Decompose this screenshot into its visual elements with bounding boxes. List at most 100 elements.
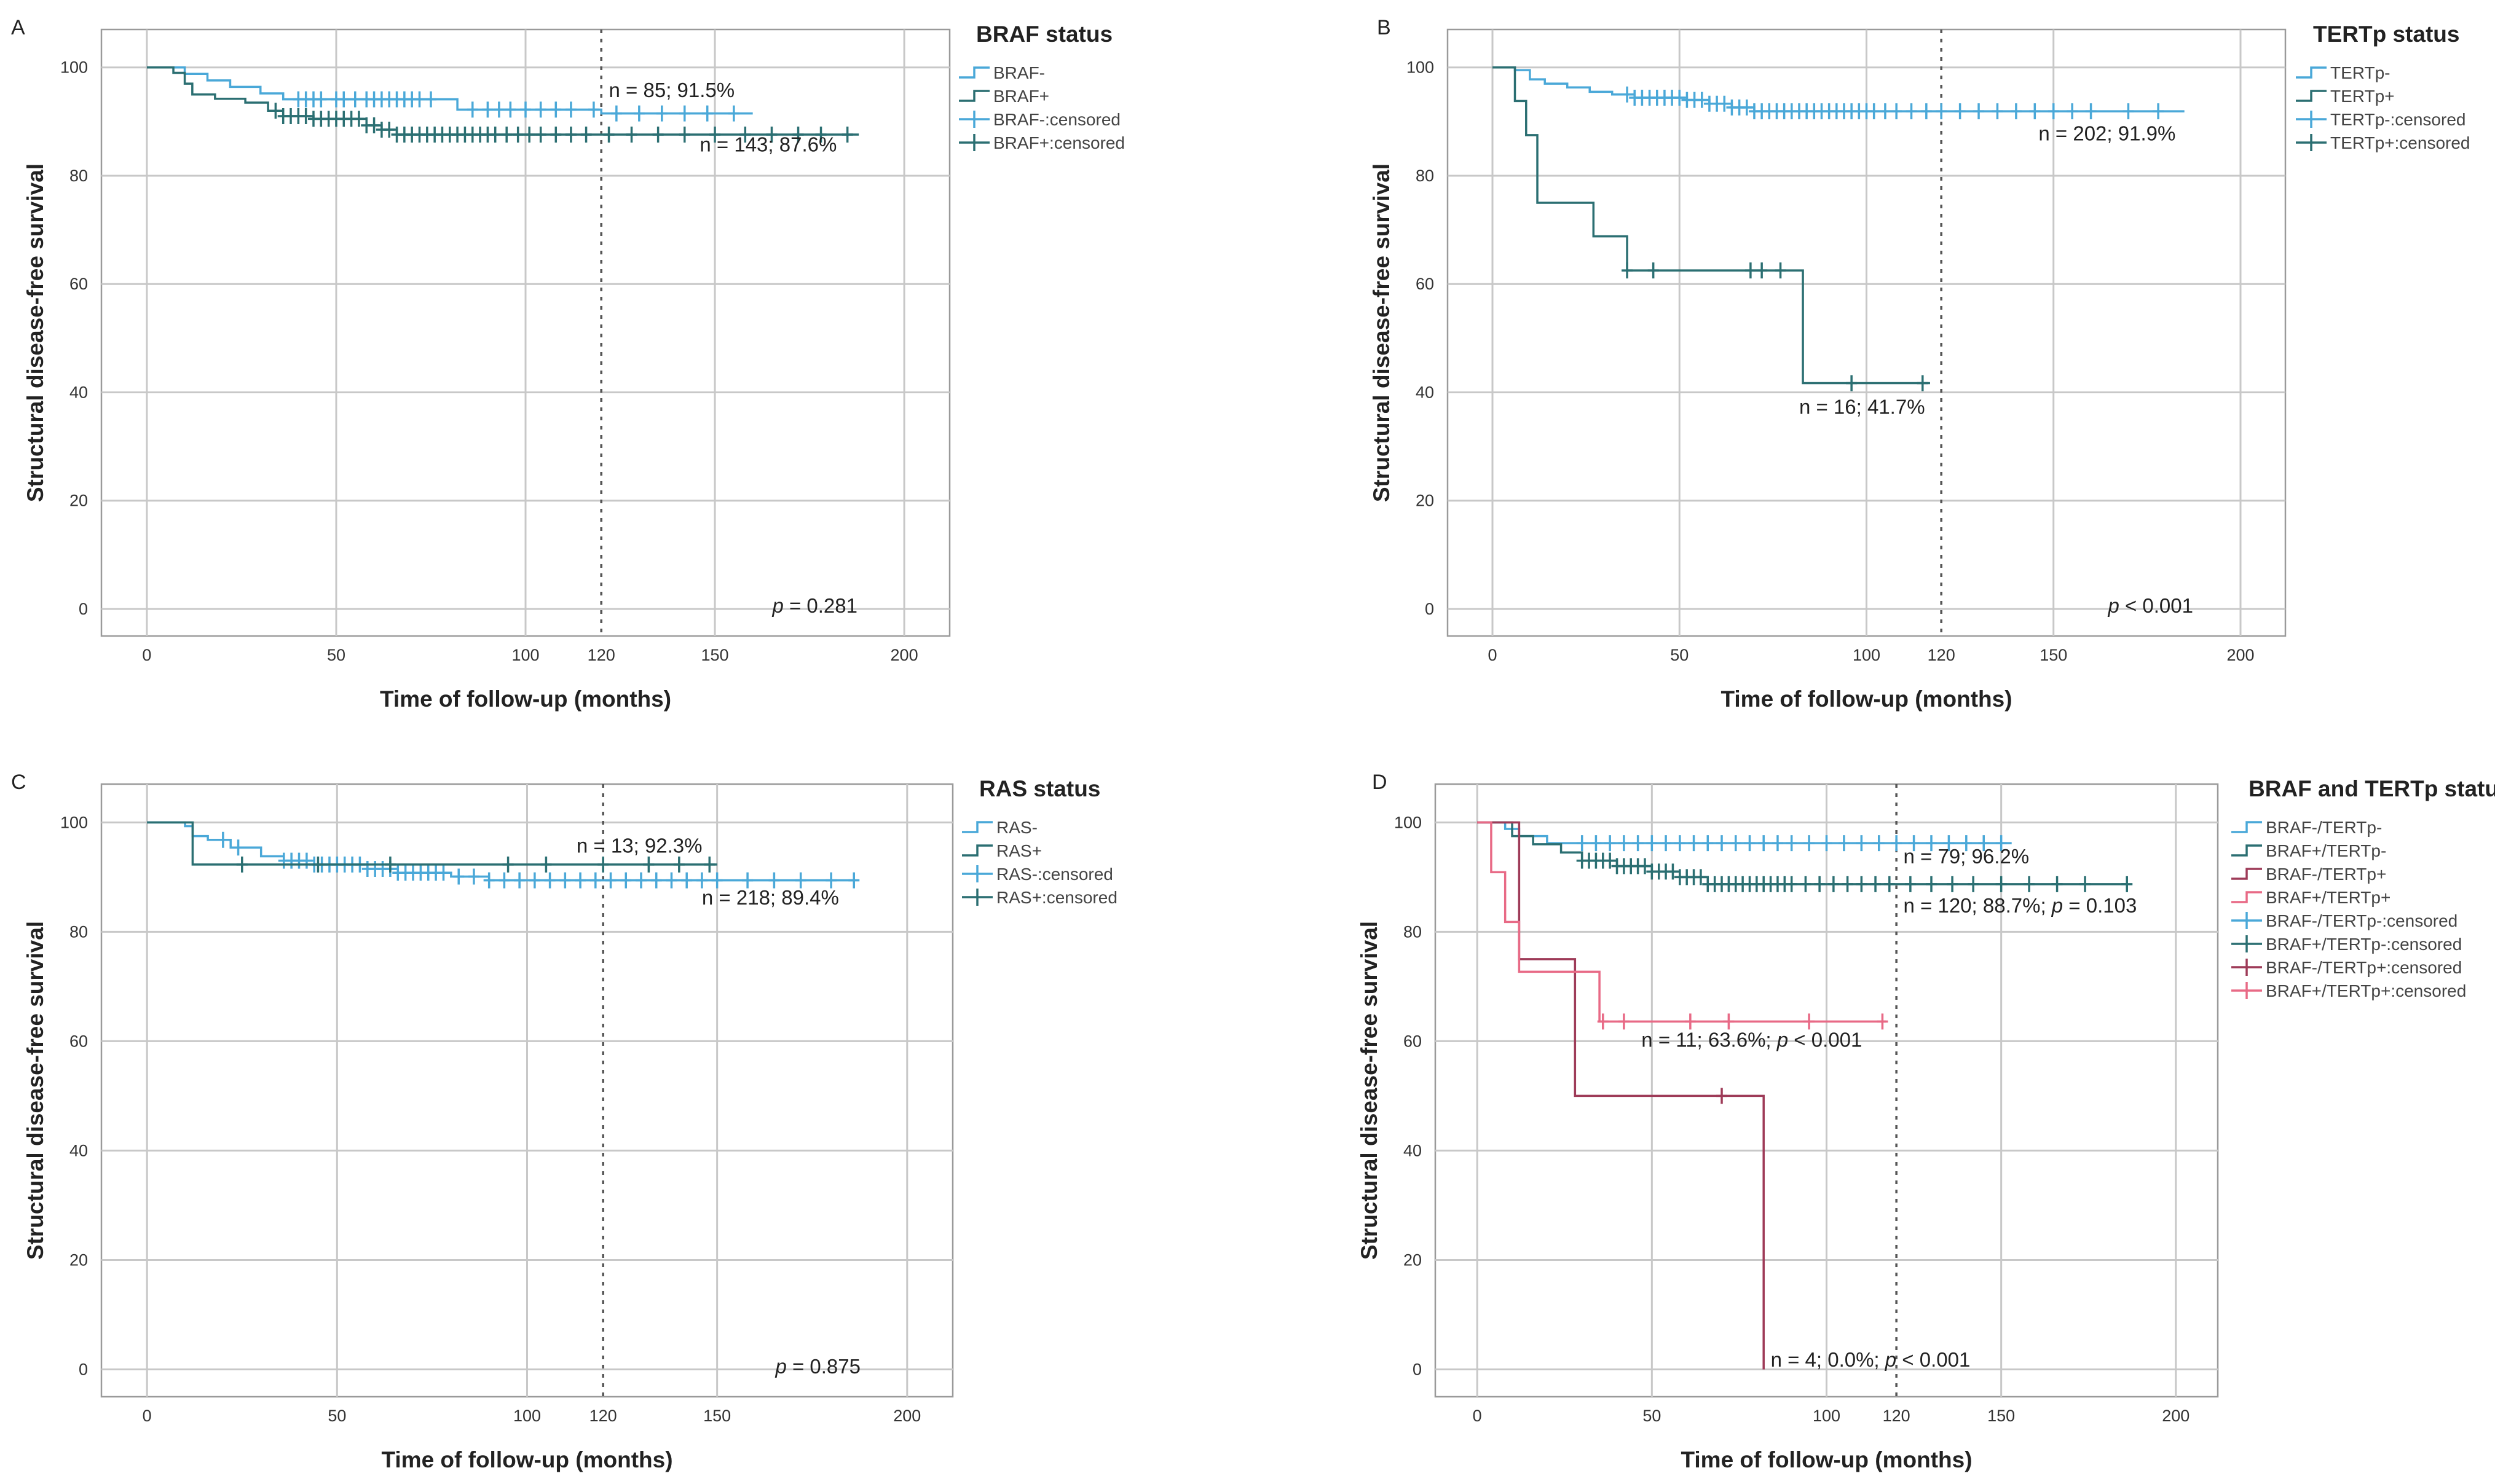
annotation: n = 79; 96.2% <box>1904 845 2030 868</box>
survival-curve-braf-tertp- <box>1477 821 1886 1023</box>
legend-curve-swatch <box>2231 821 2262 833</box>
y-tick-label: 20 <box>1416 492 1434 510</box>
annotation-p-symbol: p <box>2051 894 2063 917</box>
censor-mark <box>1622 262 1633 279</box>
censor-mark <box>384 856 396 873</box>
censor-mark <box>2029 103 2041 120</box>
censor-mark <box>1639 858 1650 874</box>
censor-mark <box>643 856 655 873</box>
censor-mark <box>580 126 592 143</box>
x-tick-label: 0 <box>1473 1407 1482 1425</box>
censor-mark <box>1674 90 1685 106</box>
legend-item-label: BRAF-:censored <box>993 110 1121 129</box>
censor-mark <box>565 126 577 143</box>
legend-item-label: TERTp-:censored <box>2330 110 2465 129</box>
y-axis-title: Structural disease-free survival <box>1369 163 1394 502</box>
legend-censored-swatch <box>959 111 990 128</box>
legend-censored-swatch <box>2231 959 2262 976</box>
annotation: n = 11; 63.6%; p < 0.001 <box>1641 1028 1862 1051</box>
censor-mark <box>652 126 664 143</box>
censor-mark <box>1973 103 1985 120</box>
censor-mark <box>2085 103 2097 120</box>
censor-mark <box>1775 262 1786 279</box>
y-tick-label: 60 <box>1416 275 1434 293</box>
censor-mark <box>550 126 562 143</box>
legend-curve-swatch <box>959 90 990 102</box>
panel-b: B 0 50 100 150 200 0 20 40 60 80 100 120 Time of foll… <box>1369 16 2470 712</box>
censor-mark <box>1716 1088 1728 1104</box>
y-tick-label: 20 <box>69 492 88 510</box>
survival-curve-tertp- <box>1492 66 1930 385</box>
p-value-text: = 0.281 <box>784 594 857 617</box>
censor-mark <box>1978 835 1990 852</box>
censor-mark <box>1695 869 1706 885</box>
survival-curve-braf-tertp- <box>1477 821 2127 885</box>
censor-mark <box>502 856 514 873</box>
censor-mark <box>635 872 647 889</box>
reference-tick-label: 120 <box>1883 1407 1910 1425</box>
annotation-text: n = 202; 91.9% <box>2038 122 2175 145</box>
annotation-p-value: < 0.001 <box>1788 1028 1862 1051</box>
legend-item-label: BRAF+/TERTp+ <box>2266 888 2391 907</box>
legend-title: BRAF and TERTp status <box>2249 776 2495 801</box>
censor-mark <box>589 872 601 889</box>
panel-label: C <box>11 771 26 794</box>
censor-mark <box>1744 835 1756 852</box>
legend-item-label: BRAF+/TERTp+:censored <box>2266 981 2466 1000</box>
legend-curve-swatch <box>2231 891 2262 903</box>
x-tick-label: 100 <box>513 1407 541 1425</box>
censor-mark <box>1618 1013 1630 1030</box>
censor-mark <box>1868 103 1880 120</box>
censor-mark <box>768 872 780 889</box>
reference-tick-label: 120 <box>1928 646 1955 664</box>
censor-mark <box>2051 876 2063 892</box>
y-tick-label: 40 <box>1416 383 1434 401</box>
y-tick-label: 40 <box>69 1141 88 1160</box>
censor-mark <box>1723 1013 1735 1030</box>
censor-mark <box>2079 876 2091 892</box>
censor-mark <box>535 101 546 118</box>
annotation-p-symbol: p <box>1776 1028 1788 1051</box>
censor-mark <box>1925 876 1937 892</box>
censor-mark <box>1936 103 1947 120</box>
x-tick-label: 200 <box>2226 646 2254 664</box>
censor-mark <box>232 839 244 856</box>
censor-mark <box>1827 876 1839 892</box>
legend-censored-swatch <box>959 134 990 151</box>
x-tick-label: 50 <box>1670 646 1689 664</box>
censor-mark <box>1741 99 1752 116</box>
censor-mark <box>1719 95 1730 112</box>
legend-item-label: BRAF+ <box>993 87 1049 106</box>
censor-mark <box>425 91 436 108</box>
legend-item-label: BRAF- <box>993 63 1045 82</box>
legend-title: TERTp status <box>2313 22 2459 47</box>
legend-item-label: RAS-:censored <box>996 865 1113 884</box>
censor-mark <box>384 122 395 138</box>
legend: BRAF status BRAF- BRAF+ BRAF-:censored BRAF+… <box>959 22 1125 152</box>
legend-item-label: BRAF+:censored <box>993 133 1125 152</box>
censor-mark <box>1696 92 1708 108</box>
censor-mark <box>524 126 535 143</box>
y-tick-label: 80 <box>69 167 88 185</box>
censor-mark <box>610 105 622 122</box>
censor-mark <box>1856 835 1867 852</box>
annotation-p-value: < 0.001 <box>1896 1348 1970 1371</box>
censor-mark <box>1995 835 2007 852</box>
censor-mark <box>438 865 449 881</box>
legend-censored-swatch <box>2231 912 2262 929</box>
legend-censored-swatch <box>962 865 993 882</box>
x-tick-label: 50 <box>1642 1407 1661 1425</box>
censor-mark <box>2067 103 2078 120</box>
censor-mark <box>620 872 632 889</box>
censor-mark <box>1730 835 1741 852</box>
annotation-text: n = 143; 87.6% <box>700 133 837 155</box>
legend: BRAF and TERTp status BRAF-/TERTp- BRAF+/T… <box>2231 776 2495 1000</box>
legend-title: BRAF status <box>976 22 1113 47</box>
censor-mark <box>1856 876 1867 892</box>
censor-mark <box>1800 876 1811 892</box>
censor-mark <box>1879 103 1891 120</box>
censor-mark <box>301 852 312 869</box>
annotation-text: n = 85; 91.5% <box>609 79 735 101</box>
y-tick-label: 100 <box>60 813 88 831</box>
censor-mark <box>633 105 645 122</box>
